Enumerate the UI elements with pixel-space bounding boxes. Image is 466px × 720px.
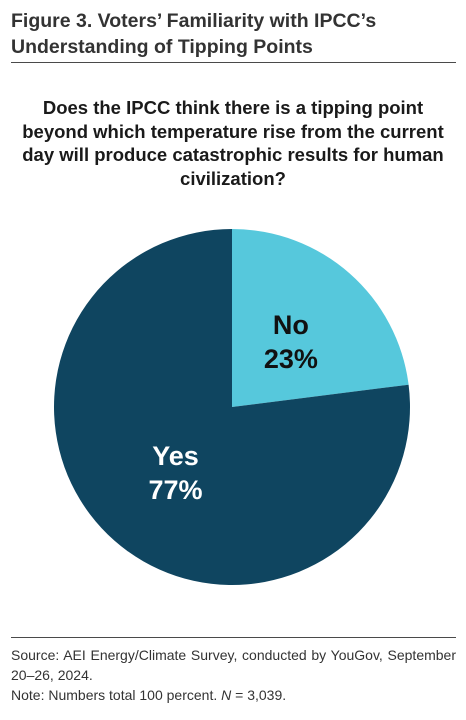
footer-divider [11, 637, 456, 638]
title-divider [11, 62, 456, 63]
slice-label-yes: Yes [152, 441, 199, 471]
pie-slice-yes [54, 229, 410, 585]
pie-slice-no [232, 229, 409, 407]
note-suffix: = 3,039. [231, 687, 287, 703]
figure-title: Figure 3. Voters’ Familiarity with IPCC’… [11, 10, 377, 58]
note-n: N [221, 687, 232, 703]
slice-label-no: No [273, 310, 309, 340]
source-note: Source: AEI Energy/Climate Survey, condu… [11, 647, 456, 683]
slice-value-no: 23% [264, 344, 318, 374]
chart-footer: Source: AEI Energy/Climate Survey, condu… [11, 645, 456, 705]
pie-labels: No 23% Yes 77% [148, 310, 317, 505]
note-prefix: Note: Numbers total 100 percent. [11, 687, 222, 703]
slice-value-yes: 77% [148, 475, 202, 505]
chart-question: Does the IPCC think there is a tipping p… [22, 97, 444, 189]
sample-note: Note: Numbers total 100 percent. N = 3,0… [11, 685, 456, 705]
pie-slices [54, 229, 410, 585]
